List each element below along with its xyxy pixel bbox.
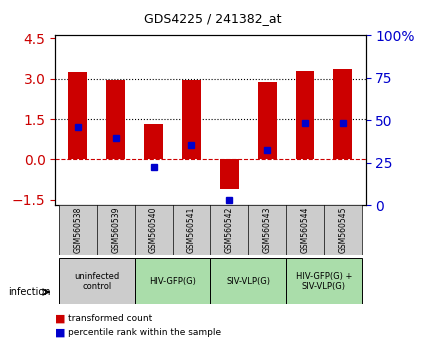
Text: ■: ■ <box>55 328 66 338</box>
FancyBboxPatch shape <box>173 205 210 255</box>
FancyBboxPatch shape <box>286 258 362 304</box>
Text: transformed count: transformed count <box>68 314 152 323</box>
Text: GSM560542: GSM560542 <box>225 207 234 253</box>
FancyBboxPatch shape <box>135 258 210 304</box>
Bar <box>106 80 125 159</box>
Text: GSM560545: GSM560545 <box>338 207 347 253</box>
Bar <box>295 71 314 159</box>
Text: ■: ■ <box>55 314 66 324</box>
FancyBboxPatch shape <box>324 205 362 255</box>
FancyBboxPatch shape <box>210 258 286 304</box>
FancyBboxPatch shape <box>248 205 286 255</box>
Text: infection: infection <box>8 287 51 297</box>
Text: GSM560538: GSM560538 <box>74 207 82 253</box>
FancyBboxPatch shape <box>210 205 248 255</box>
Bar <box>182 80 201 159</box>
Text: GSM560543: GSM560543 <box>263 207 272 253</box>
Text: GSM560544: GSM560544 <box>300 207 309 253</box>
Bar <box>144 124 163 159</box>
Text: SIV-VLP(G): SIV-VLP(G) <box>226 277 270 286</box>
Text: GDS4225 / 241382_at: GDS4225 / 241382_at <box>144 12 281 25</box>
Text: GSM560540: GSM560540 <box>149 207 158 253</box>
Bar <box>333 69 352 159</box>
Text: HIV-GFP(G): HIV-GFP(G) <box>149 277 196 286</box>
Text: percentile rank within the sample: percentile rank within the sample <box>68 328 221 337</box>
FancyBboxPatch shape <box>59 205 97 255</box>
Text: uninfected
control: uninfected control <box>74 272 119 291</box>
Text: HIV-GFP(G) +
SIV-VLP(G): HIV-GFP(G) + SIV-VLP(G) <box>296 272 352 291</box>
Bar <box>68 72 88 159</box>
FancyBboxPatch shape <box>59 258 135 304</box>
FancyBboxPatch shape <box>286 205 324 255</box>
Bar <box>258 82 277 159</box>
FancyBboxPatch shape <box>97 205 135 255</box>
Text: GSM560541: GSM560541 <box>187 207 196 253</box>
Bar <box>220 159 239 189</box>
Text: GSM560539: GSM560539 <box>111 207 120 253</box>
FancyBboxPatch shape <box>135 205 173 255</box>
